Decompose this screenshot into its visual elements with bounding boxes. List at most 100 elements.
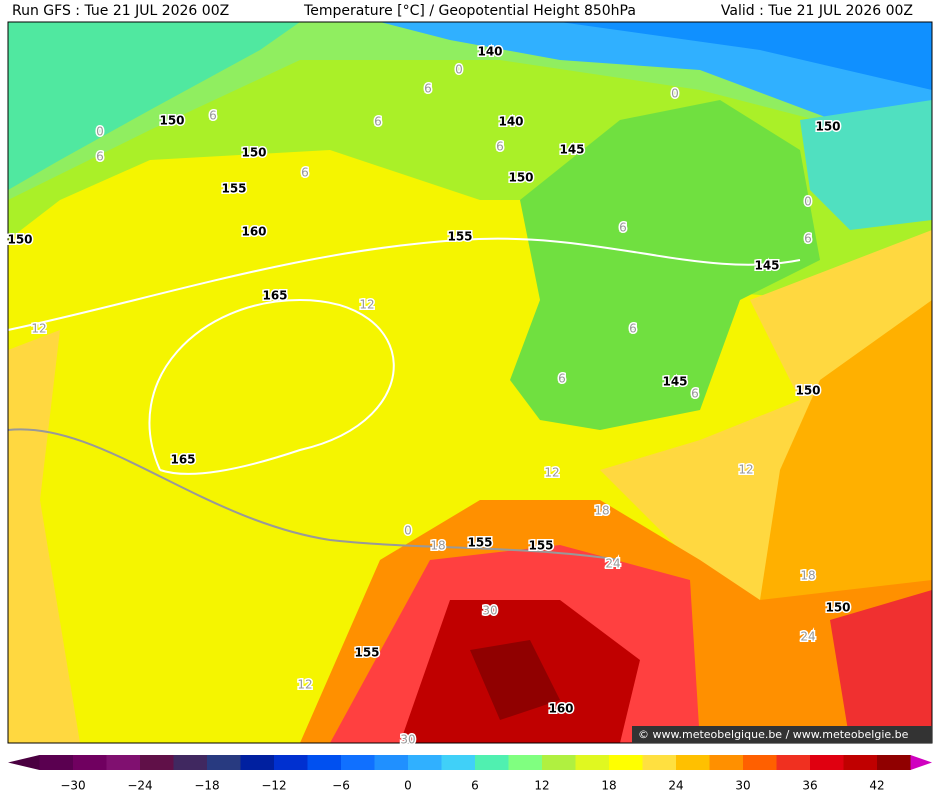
temperature-label: 18 [594, 504, 609, 518]
temperature-label: 30 [482, 604, 497, 618]
colorbar-swatch [743, 755, 777, 770]
watermark-bg [632, 726, 932, 743]
colorbar-swatch [877, 755, 911, 770]
temperature-label: 18 [430, 539, 445, 553]
colorbar-swatch [441, 755, 476, 770]
colorbar-swatch [341, 755, 375, 770]
colorbar-label: 42 [869, 779, 884, 793]
colorbar-swatch [609, 755, 643, 770]
colorbar-swatch [307, 755, 342, 770]
temperature-label: 0 [404, 524, 412, 538]
colorbar-swatch [508, 755, 543, 770]
run-info: Run GFS : Tue 21 JUL 2026 00Z [12, 3, 229, 19]
temperature-label: 6 [496, 140, 504, 154]
temperature-label: 6 [629, 322, 637, 336]
colorbar-label: 36 [802, 779, 817, 793]
colorbar-label: −24 [127, 779, 152, 793]
height-label: 145 [559, 143, 584, 157]
temperature-label: 0 [96, 125, 104, 139]
temperature-label: 24 [605, 557, 620, 571]
colorbar-label: 18 [601, 779, 616, 793]
height-label: 160 [548, 702, 573, 716]
colorbar-swatch [73, 755, 107, 770]
temperature-label: 12 [31, 322, 46, 336]
height-label: 150 [795, 384, 820, 398]
colorbar-label: 6 [471, 779, 479, 793]
colorbar-label: 30 [735, 779, 750, 793]
colorbar-swatch [810, 755, 844, 770]
colorbar-left-arrow [8, 755, 40, 770]
height-label: 145 [662, 375, 687, 389]
temperature-label: 6 [374, 115, 382, 129]
colorbar-right-arrow [910, 755, 932, 770]
contour-labels: 0 6 6 0 6 6 6 6 0 0 6 6 12 12 6 6 6 12 12 18 18 0 24 18 30 24 12 30… [6, 43, 852, 748]
colorbar-swatch [207, 755, 241, 770]
temperature-label: 6 [424, 82, 432, 96]
height-label: 150 [241, 146, 266, 160]
temperature-label: 6 [301, 166, 309, 180]
temperature-label: 6 [209, 109, 217, 123]
height-label: 150 [815, 120, 840, 134]
temperature-label: 18 [800, 569, 815, 583]
height-label: 150 [7, 233, 32, 247]
colorbar-swatch [106, 755, 141, 770]
height-label: 155 [354, 646, 379, 660]
colorbar-swatch [776, 755, 811, 770]
colorbar-label: −6 [332, 779, 350, 793]
height-label: 140 [498, 115, 523, 129]
temperature-label: 0 [671, 87, 679, 101]
temperature-label: 6 [96, 150, 104, 164]
temperature-label: 12 [544, 466, 559, 480]
height-label: 140 [477, 45, 502, 59]
height-label: 145 [754, 259, 779, 273]
colorbar-label: −30 [60, 779, 85, 793]
colorbar-label: −12 [261, 779, 286, 793]
colorbar-swatch [475, 755, 509, 770]
temperature-label: 12 [297, 678, 312, 692]
temperature-label: 24 [800, 630, 815, 644]
temperature-label: 0 [455, 63, 463, 77]
colorbar-swatch [274, 755, 308, 770]
temperature-label: 6 [619, 221, 627, 235]
colorbar-swatch [140, 755, 174, 770]
colorbar-swatch [240, 755, 275, 770]
map-field [7, 21, 933, 744]
colorbar-swatch [374, 755, 409, 770]
valid-time: Valid : Tue 21 JUL 2026 00Z [721, 3, 913, 19]
height-label: 155 [221, 182, 246, 196]
colorbar-swatch [676, 755, 710, 770]
temperature-label: 0 [804, 195, 812, 209]
colorbar-swatch [542, 755, 576, 770]
colorbar-swatch [575, 755, 610, 770]
map-title: Temperature [°C] / Geopotential Height 8… [303, 3, 636, 19]
colorbar-swatch [408, 755, 442, 770]
height-label: 155 [467, 536, 492, 550]
temperature-label: 12 [738, 463, 753, 477]
colorbar-swatch [39, 755, 74, 770]
watermark: © www.meteobelgique.be / www.meteobelgie… [638, 728, 909, 741]
colorbar-label: −18 [194, 779, 219, 793]
colorbar-swatch [173, 755, 208, 770]
height-label: 150 [825, 601, 850, 615]
temperature-label: 6 [691, 387, 699, 401]
colorbar-label: 0 [404, 779, 412, 793]
temperature-label: 30 [400, 733, 415, 747]
height-label: 155 [528, 539, 553, 553]
height-label: 150 [508, 171, 533, 185]
height-label: 165 [262, 289, 287, 303]
height-label: 150 [159, 114, 184, 128]
height-label: 160 [241, 225, 266, 239]
colorbar-label: 24 [668, 779, 683, 793]
colorbar-swatch [709, 755, 744, 770]
temperature-label: 6 [804, 232, 812, 246]
colorbar-label: 12 [534, 779, 549, 793]
temperature-label: 12 [359, 298, 374, 312]
height-label: 165 [170, 453, 195, 467]
colorbar: −30 −24 −18 −12 −6 0 6 12 18 24 30 36 42 [8, 755, 932, 793]
height-label: 155 [447, 230, 472, 244]
colorbar-swatch [843, 755, 878, 770]
temperature-label: 6 [558, 372, 566, 386]
colorbar-swatch [642, 755, 677, 770]
